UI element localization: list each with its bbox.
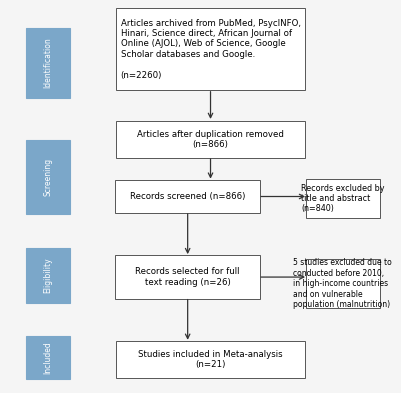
FancyBboxPatch shape [26,248,70,303]
FancyBboxPatch shape [115,255,260,299]
FancyBboxPatch shape [26,28,70,98]
Text: Studies included in Meta-analysis
(n=21): Studies included in Meta-analysis (n=21) [138,350,283,369]
Text: Included: Included [44,341,53,374]
Text: Screening: Screening [44,158,53,196]
FancyBboxPatch shape [306,179,380,218]
FancyBboxPatch shape [116,121,305,158]
FancyBboxPatch shape [26,336,70,379]
Text: Articles after duplication removed
(n=866): Articles after duplication removed (n=86… [137,130,284,149]
Text: Records selected for full
text reading (n=26): Records selected for full text reading (… [136,267,240,287]
FancyBboxPatch shape [116,341,305,378]
Text: Records screened (n=866): Records screened (n=866) [130,192,245,201]
FancyBboxPatch shape [115,180,260,213]
FancyBboxPatch shape [116,8,305,90]
Text: Articles archived from PubMed, PsycINFO,
Hinari, Science direct, African Journal: Articles archived from PubMed, PsycINFO,… [121,18,300,80]
FancyBboxPatch shape [306,259,380,308]
Text: Eligibility: Eligibility [44,257,53,293]
FancyBboxPatch shape [26,140,70,214]
Text: 5 studies excluded due to
conducted before 2010,
in high-income countries
and on: 5 studies excluded due to conducted befo… [294,259,392,309]
Text: Identification: Identification [44,37,53,88]
Text: Records excluded by
title and abstract
(n=840): Records excluded by title and abstract (… [301,184,385,213]
